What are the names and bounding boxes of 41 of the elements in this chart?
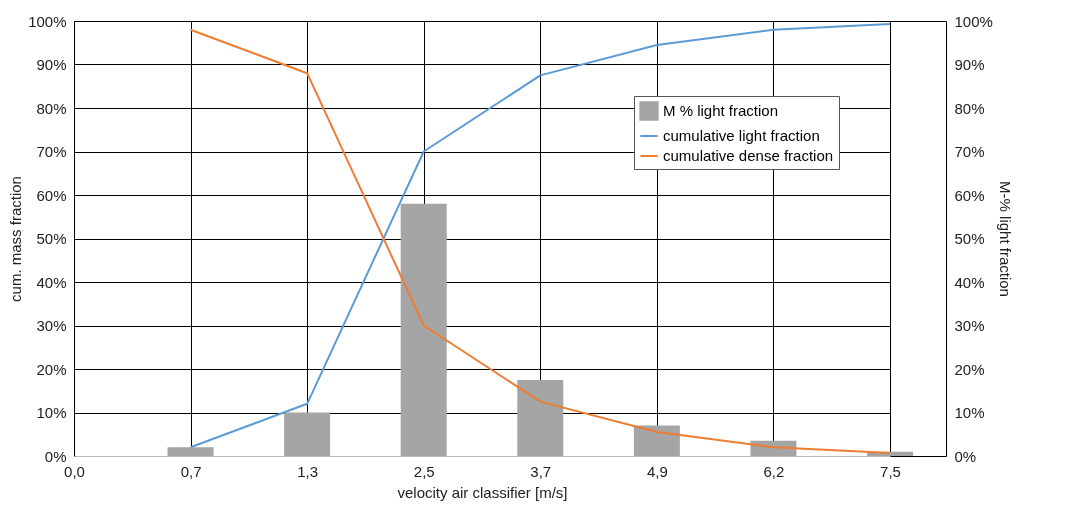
y-tick-label: 80% [36, 99, 67, 117]
x-tick-label: 6,2 [763, 462, 785, 480]
legend-label: cumulative dense fraction [663, 147, 834, 164]
x-tick-label: 3,7 [530, 462, 552, 480]
y-axis-title: cum. mass fraction [7, 176, 25, 302]
y2-tick-label: 90% [954, 56, 985, 73]
y2-tick-label: 60% [954, 186, 985, 204]
y-tick-label: 40% [36, 273, 67, 291]
bar [167, 447, 214, 456]
y2-tick-label: 50% [954, 230, 985, 247]
y2-tick-label: 30% [954, 317, 985, 334]
y2-tick-label: 80% [954, 99, 985, 117]
y-tick-label: 50% [36, 230, 67, 247]
x-tick-label: 1,3 [297, 462, 319, 480]
y-tick-label: 100% [28, 12, 67, 30]
y2-tick-label: 10% [954, 404, 985, 421]
x-tick-label: 7,5 [880, 462, 901, 480]
y-tick-label: 10% [36, 404, 67, 421]
y2-tick-label: 100% [954, 12, 993, 30]
y-tick-label: 30% [36, 317, 67, 334]
y-tick-label: 60% [36, 186, 67, 204]
legend-label: M % light fraction [663, 102, 779, 119]
bar [633, 425, 680, 456]
x-tick-label: 0,0 [64, 462, 85, 480]
y2-axis-title: M-% light fraction [996, 181, 1014, 297]
x-tick-label: 4,9 [646, 462, 668, 480]
x-axis-title: velocity air classifier [m/s] [397, 483, 568, 501]
y-tick-label: 90% [36, 56, 67, 73]
y2-tick-label: 20% [954, 360, 985, 378]
y-tick-label: 70% [36, 143, 67, 160]
y-tick-label: 0% [44, 447, 67, 465]
y2-tick-label: 0% [954, 447, 977, 465]
bar [284, 412, 331, 456]
x-tick-label: 0,7 [180, 462, 202, 480]
y2-tick-label: 40% [954, 273, 985, 291]
bar [400, 203, 447, 456]
y2-tick-label: 70% [954, 143, 985, 160]
bar [517, 379, 564, 456]
x-tick-label: 2,5 [413, 462, 435, 480]
legend-label: cumulative light fraction [663, 127, 820, 144]
y-tick-label: 20% [36, 360, 67, 378]
